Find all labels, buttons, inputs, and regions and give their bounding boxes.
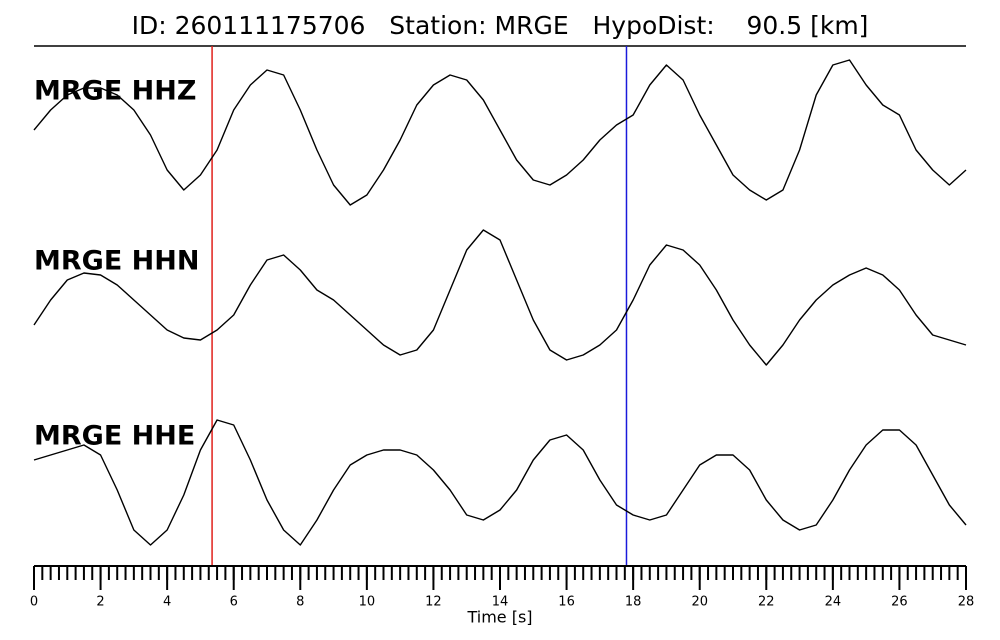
x-tick-label: 0 — [30, 595, 38, 610]
x-tick-label: 22 — [758, 595, 775, 610]
trace-label: MRGE HHE — [34, 421, 195, 452]
trace — [33, 419, 967, 546]
x-tick-label: 4 — [163, 595, 171, 610]
trace-label: MRGE HHZ — [34, 76, 196, 107]
x-tick-label: 14 — [492, 595, 509, 610]
x-tick-label: 6 — [230, 595, 238, 610]
x-tick-label: 10 — [359, 595, 376, 610]
x-tick-label: 18 — [625, 595, 642, 610]
trace — [33, 229, 967, 366]
trace — [33, 59, 967, 206]
x-tick-label: 26 — [891, 595, 908, 610]
x-axis-label: Time [s] — [466, 608, 532, 627]
x-tick-label: 12 — [425, 595, 442, 610]
x-tick-label: 2 — [96, 595, 104, 610]
trace-label: MRGE HHN — [34, 246, 199, 277]
x-tick-label: 16 — [558, 595, 575, 610]
chart-title: ID: 260111175706 Station: MRGE HypoDist:… — [132, 11, 869, 40]
x-tick-label: 28 — [958, 595, 975, 610]
x-tick-label: 24 — [825, 595, 842, 610]
x-tick-label: 8 — [296, 595, 304, 610]
x-tick-label: 20 — [691, 595, 708, 610]
